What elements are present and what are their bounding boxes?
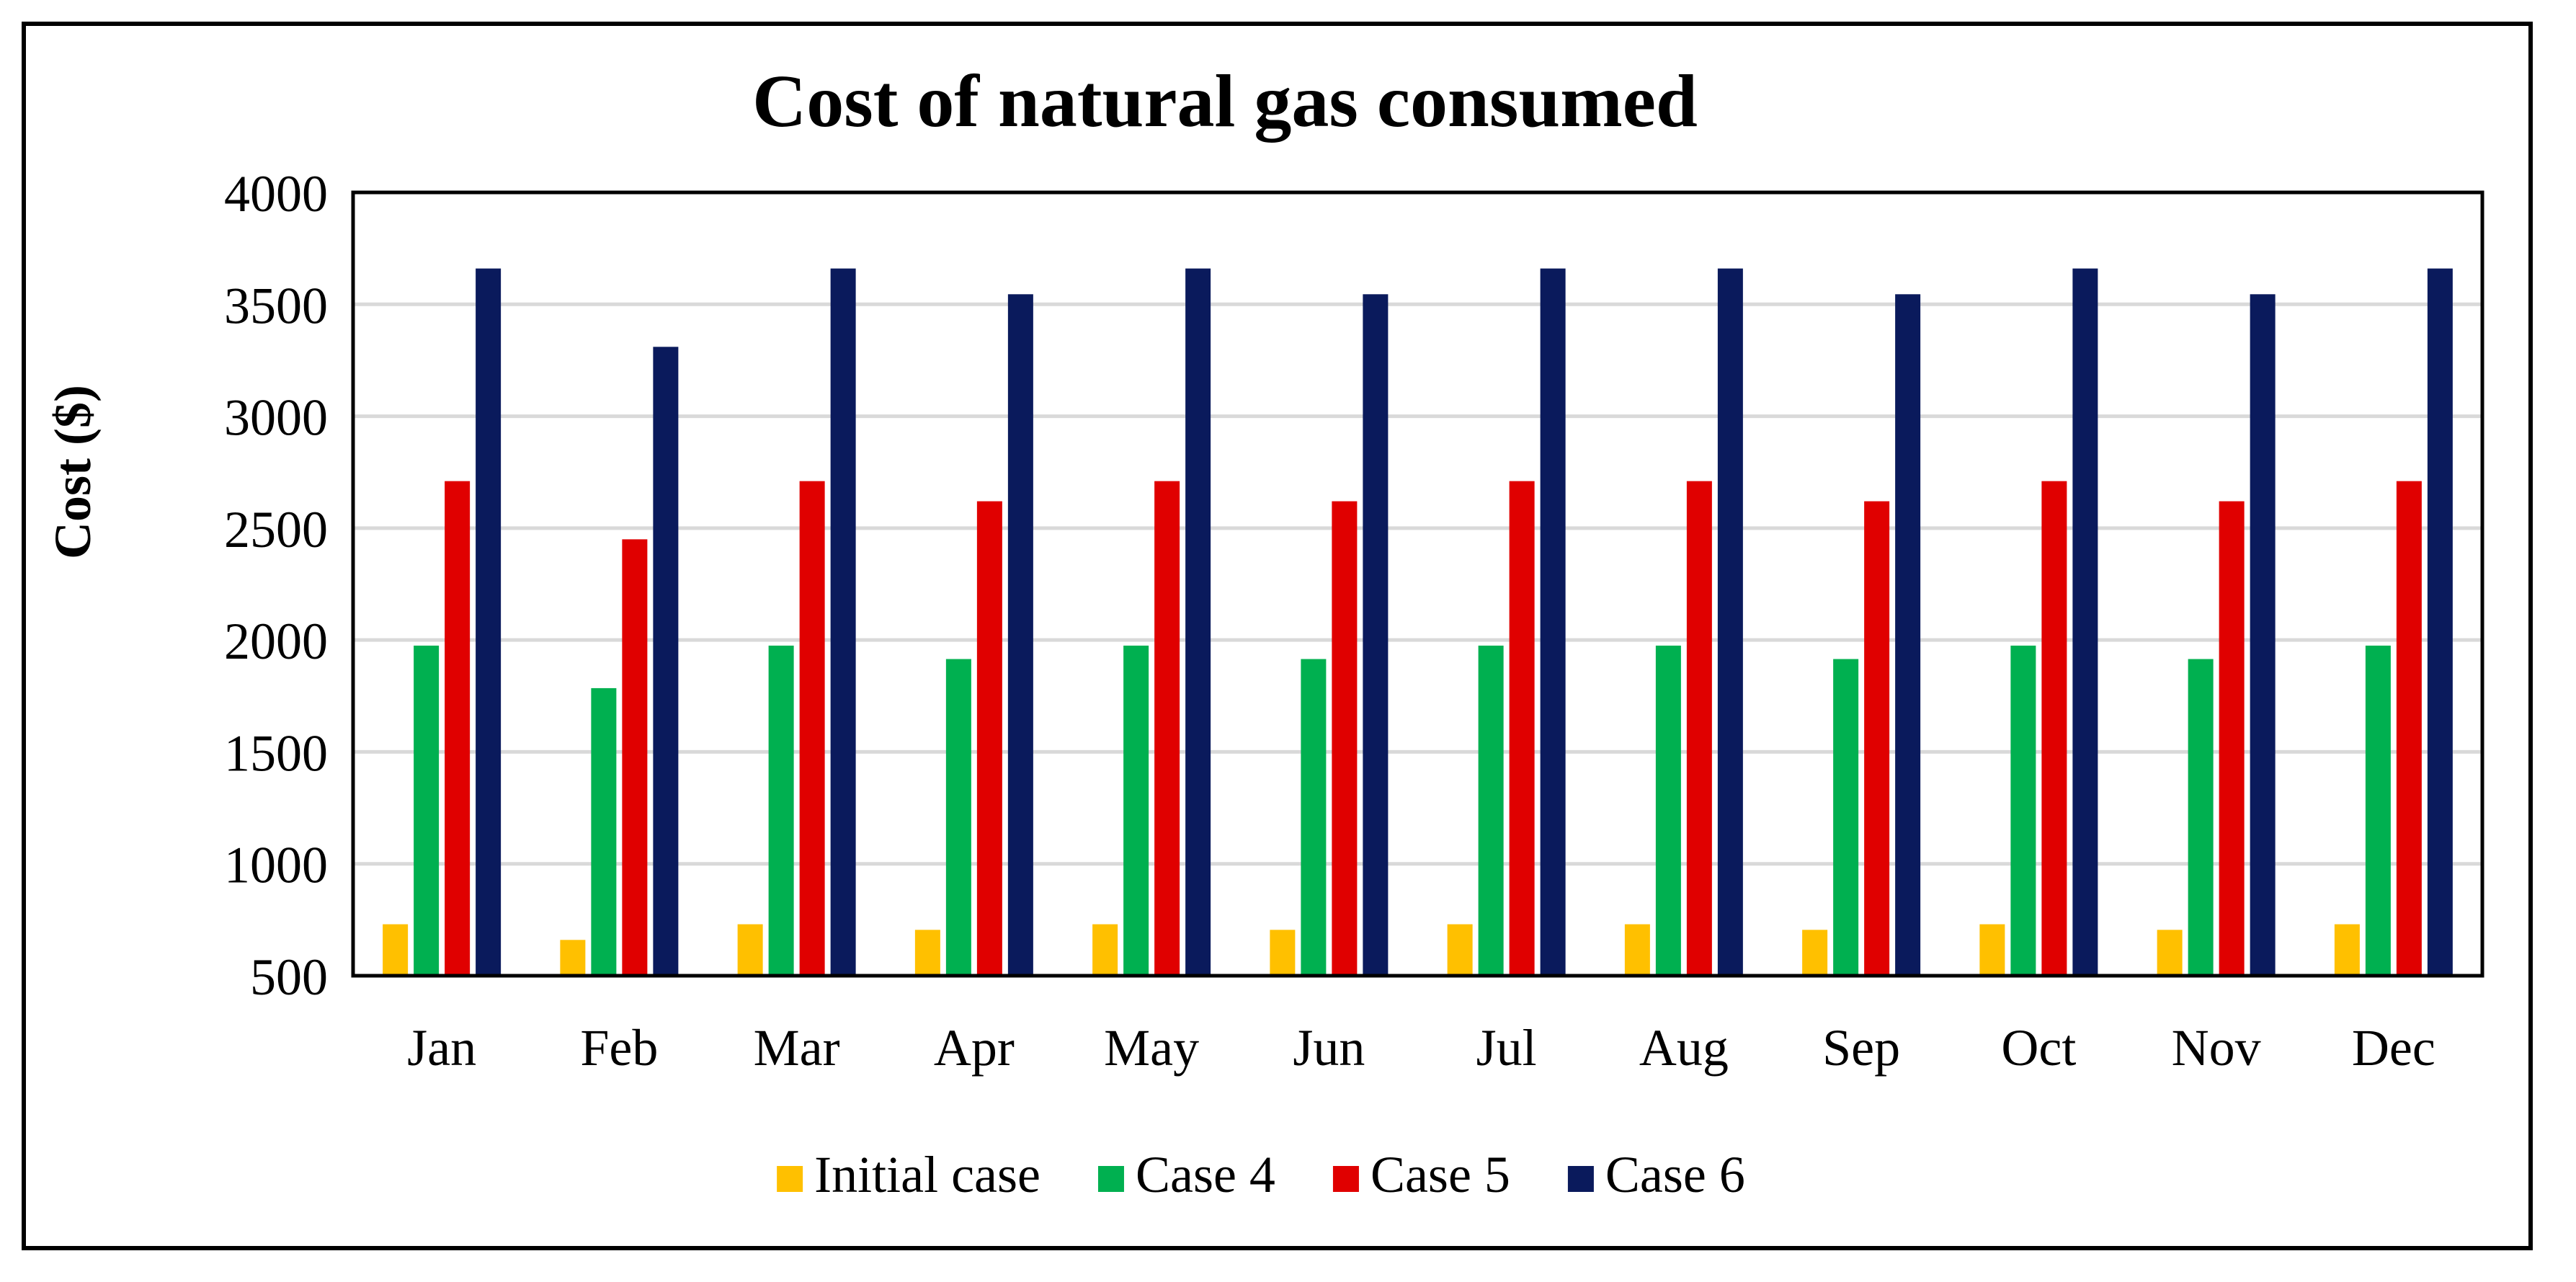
bar-case-6-aug — [1717, 268, 1743, 976]
bar-case-4-oct — [2010, 645, 2036, 976]
chart-title: Cost of natural gas consumed — [752, 60, 1698, 143]
legend-item-case-6: Case 6 — [1567, 1146, 1745, 1203]
x-tick-label: Sep — [1822, 1019, 1900, 1077]
x-tick-label: Mar — [754, 1019, 840, 1077]
bar-case-5-aug — [1686, 481, 1712, 976]
x-tick-label: Jul — [1476, 1019, 1537, 1077]
bar-case-6-may — [1185, 268, 1211, 976]
bar-initial-case-oct — [1979, 924, 2005, 976]
bar-case-5-jun — [1332, 501, 1358, 976]
plot-area-border — [351, 190, 2484, 978]
bar-case-5-jan — [445, 481, 471, 976]
legend-label: Case 4 — [1136, 1146, 1275, 1203]
y-tick-label: 2500 — [224, 501, 328, 558]
bar-initial-case-apr — [914, 930, 940, 976]
bar-initial-case-feb — [560, 940, 586, 976]
legend-label: Initial case — [814, 1146, 1040, 1203]
legend: Initial case Case 4 Case 5 Case 6 — [777, 1146, 1745, 1203]
legend-swatch — [777, 1166, 803, 1192]
bar-case-4-mar — [768, 645, 794, 976]
y-tick-label: 1500 — [224, 724, 328, 782]
bar-case-6-dec — [2427, 268, 2453, 976]
bar-case-6-jan — [476, 268, 502, 976]
grid-lines — [353, 302, 2482, 866]
bar-initial-case-jun — [1270, 930, 1296, 976]
bar-case-6-jun — [1363, 294, 1389, 976]
bar-case-6-jul — [1540, 268, 1566, 976]
bar-case-4-aug — [1655, 645, 1681, 976]
legend-swatch — [1332, 1166, 1359, 1192]
bar-case-5-may — [1154, 481, 1180, 976]
x-tick-label: Feb — [580, 1019, 658, 1077]
bar-case-4-jul — [1478, 645, 1504, 976]
x-axis-ticks: Jan Feb Mar Apr May Jun Jul Aug Sep Oct Nov Dec — [407, 1019, 2435, 1077]
bar-case-5-dec — [2396, 481, 2422, 976]
y-tick-label: 3500 — [224, 277, 328, 334]
bar-case-5-sep — [1864, 501, 1890, 976]
bar-initial-case-nov — [2157, 930, 2183, 976]
x-tick-label: May — [1104, 1019, 1199, 1077]
bar-case-6-oct — [2072, 268, 2098, 976]
y-tick-label: 2000 — [224, 613, 328, 670]
legend-item-initial-case: Initial case — [777, 1146, 1040, 1203]
bar-case-4-jan — [414, 645, 440, 976]
bar-initial-case-jan — [383, 924, 409, 976]
chart-frame — [22, 22, 2533, 1250]
x-tick-label: Apr — [934, 1019, 1015, 1077]
bar-case-4-may — [1123, 645, 1149, 976]
legend-swatch — [1097, 1166, 1124, 1192]
bar-initial-case-may — [1092, 924, 1118, 976]
bar-case-4-jun — [1301, 659, 1327, 976]
bar-case-6-nov — [2250, 294, 2276, 976]
bar-case-4-sep — [1833, 659, 1859, 976]
bars — [383, 268, 2453, 976]
bar-initial-case-sep — [1802, 930, 1828, 976]
y-tick-label: 500 — [250, 948, 328, 1006]
x-tick-label: Dec — [2352, 1019, 2435, 1077]
y-tick-label: 1000 — [224, 837, 328, 894]
bar-case-6-feb — [653, 347, 679, 976]
legend-item-case-5: Case 5 — [1332, 1146, 1510, 1203]
bar-case-5-jul — [1509, 481, 1535, 976]
bar-case-5-apr — [976, 501, 1002, 976]
y-tick-label: 4000 — [224, 165, 328, 223]
bar-case-4-dec — [2365, 645, 2391, 976]
bar-initial-case-jul — [1447, 924, 1473, 976]
bar-initial-case-dec — [2334, 924, 2360, 976]
y-axis-label: Cost ($) — [44, 385, 102, 559]
bar-case-5-feb — [622, 539, 648, 976]
legend-label: Case 6 — [1605, 1146, 1745, 1203]
bar-case-5-oct — [2041, 481, 2067, 976]
bar-case-6-mar — [830, 268, 856, 976]
legend-swatch — [1567, 1166, 1594, 1192]
bar-initial-case-aug — [1624, 924, 1650, 976]
legend-item-case-4: Case 4 — [1097, 1146, 1275, 1203]
bar-case-5-mar — [799, 481, 825, 976]
x-tick-label: Nov — [2172, 1019, 2261, 1077]
bar-case-6-sep — [1895, 294, 1921, 976]
bar-case-4-nov — [2188, 659, 2214, 976]
legend-label: Case 5 — [1371, 1146, 1510, 1203]
bar-case-6-apr — [1007, 294, 1033, 976]
x-tick-label: Oct — [2001, 1019, 2076, 1077]
x-tick-label: Jun — [1293, 1019, 1365, 1077]
x-tick-label: Jan — [407, 1019, 476, 1077]
y-axis-ticks: 500 1000 1500 2000 2500 3000 3500 4000 — [224, 165, 328, 1006]
bar-case-4-feb — [591, 687, 617, 976]
bar-case-4-apr — [945, 659, 971, 976]
y-tick-label: 3000 — [224, 389, 328, 447]
x-tick-label: Aug — [1639, 1019, 1729, 1077]
bar-initial-case-mar — [737, 924, 763, 976]
bar-case-5-nov — [2219, 501, 2245, 976]
